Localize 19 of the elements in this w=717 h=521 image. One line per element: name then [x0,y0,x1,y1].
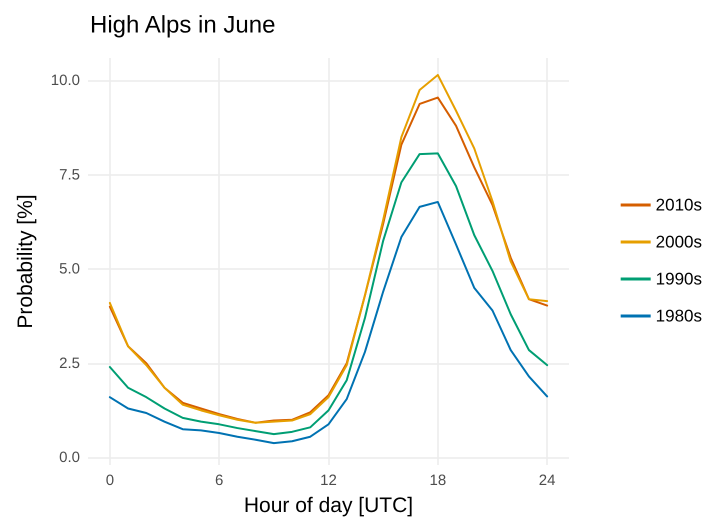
line-series [108,152,548,436]
legend-label: 1990s [656,270,702,288]
y-tick-label: 7.5 [59,166,80,184]
y-tick-label: 0.0 [59,448,80,466]
legend-label: 2010s [656,196,702,214]
x-tick-label: 0 [106,472,114,489]
x-axis-title: Hour of day [UTC] [244,494,414,517]
x-tick-label: 6 [215,472,224,489]
x-tick-label: 24 [538,472,556,489]
x-tick-label: 18 [429,472,446,489]
y-tick-label: 10.0 [50,72,80,90]
y-tick-label: 2.5 [59,354,80,372]
y-tick-label: 5.0 [59,260,80,278]
legend-label: 2000s [656,232,702,252]
legend-label: 1980s [656,306,702,326]
line-series [108,200,548,444]
y-axis-title: Probability [%] [14,194,37,329]
chart-title: High Alps in June [90,12,276,38]
x-tick-label: 12 [320,472,337,489]
